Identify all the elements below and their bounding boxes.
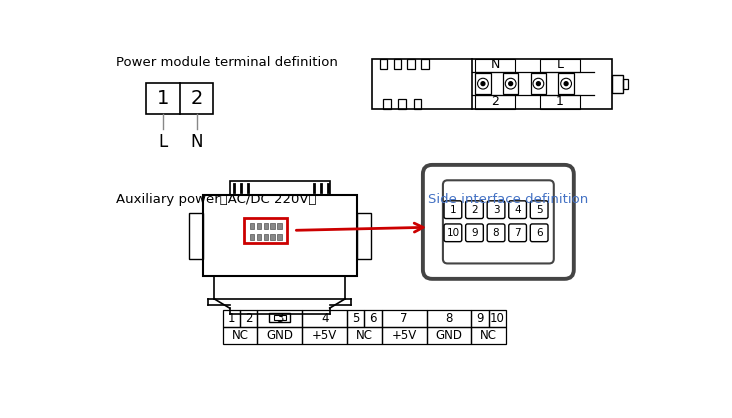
Text: 6: 6 [369,312,377,325]
Bar [223,311,240,327]
Bar [540,95,580,109]
Bar [274,315,285,320]
Text: NC: NC [356,329,373,342]
Text: 2: 2 [190,89,203,108]
Bar [264,223,268,229]
Text: 1: 1 [556,95,564,108]
Text: Power module terminal definition: Power module terminal definition [116,56,338,69]
Text: 2: 2 [471,205,478,215]
Circle shape [481,82,485,86]
Text: 1: 1 [228,312,235,325]
Bar [214,276,345,299]
Text: 4: 4 [321,312,329,325]
Bar [471,311,489,327]
Text: 8: 8 [493,228,499,238]
Text: 4: 4 [515,205,521,215]
Bar [540,59,580,72]
Bar [394,59,401,69]
Text: L: L [556,58,564,71]
Text: N: N [190,133,203,150]
Text: 8: 8 [445,312,452,325]
Bar [302,311,347,327]
Text: NC: NC [480,329,497,342]
Bar [269,313,291,322]
Text: 10: 10 [447,228,460,238]
Bar [489,311,506,327]
Text: 10: 10 [490,312,505,325]
Bar [270,223,275,229]
Bar [146,83,214,114]
Circle shape [564,82,568,86]
Text: 7: 7 [400,312,408,325]
Bar [427,327,471,344]
Bar [264,234,268,240]
Text: L: L [158,133,167,150]
Bar [612,75,623,93]
Bar [365,311,381,327]
Text: 3: 3 [493,205,499,215]
Text: 6: 6 [536,228,542,238]
Text: 2: 2 [245,312,253,325]
Bar [223,327,257,344]
Bar [230,181,329,195]
Bar [372,59,612,109]
Bar [277,223,282,229]
Bar [356,213,370,259]
Bar [398,99,406,109]
Bar [381,327,427,344]
Bar [414,99,422,109]
Circle shape [537,82,540,86]
Bar [302,327,347,344]
Text: 1: 1 [449,205,456,215]
Bar [277,234,282,240]
Bar [270,234,275,240]
Text: 1: 1 [157,89,169,108]
Bar [189,213,203,259]
Bar [427,311,471,327]
Text: GND: GND [266,329,294,342]
Bar [475,95,515,109]
Text: Auxiliary power（AC/DC 220V）: Auxiliary power（AC/DC 220V） [116,193,317,206]
Circle shape [509,82,512,86]
Bar [203,195,356,276]
Bar [475,73,490,94]
Text: 9: 9 [471,228,478,238]
Bar [240,311,257,327]
Text: +5V: +5V [312,329,337,342]
Text: 9: 9 [477,312,484,325]
Bar [257,311,302,327]
Text: 5: 5 [352,312,359,325]
Bar [347,327,381,344]
Bar [250,234,254,240]
Bar [381,311,427,327]
Text: GND: GND [436,329,463,342]
Bar [503,73,518,94]
Bar [623,79,628,89]
Bar [257,327,302,344]
Text: 5: 5 [536,205,542,215]
Bar [408,59,415,69]
Text: NC: NC [231,329,248,342]
Bar [257,234,261,240]
Bar [347,311,365,327]
Bar [250,223,254,229]
Text: 3: 3 [276,312,283,325]
Bar [383,99,391,109]
Bar [531,73,546,94]
Bar [244,218,288,243]
Bar [471,327,506,344]
Text: N: N [490,58,500,71]
Bar [257,223,261,229]
Bar [422,59,429,69]
Bar [380,59,387,69]
Text: 2: 2 [491,95,499,108]
Text: 7: 7 [515,228,521,238]
Bar [475,59,515,72]
Text: Side interface definition: Side interface definition [428,193,589,206]
Text: +5V: +5V [392,329,417,342]
Bar [559,73,574,94]
